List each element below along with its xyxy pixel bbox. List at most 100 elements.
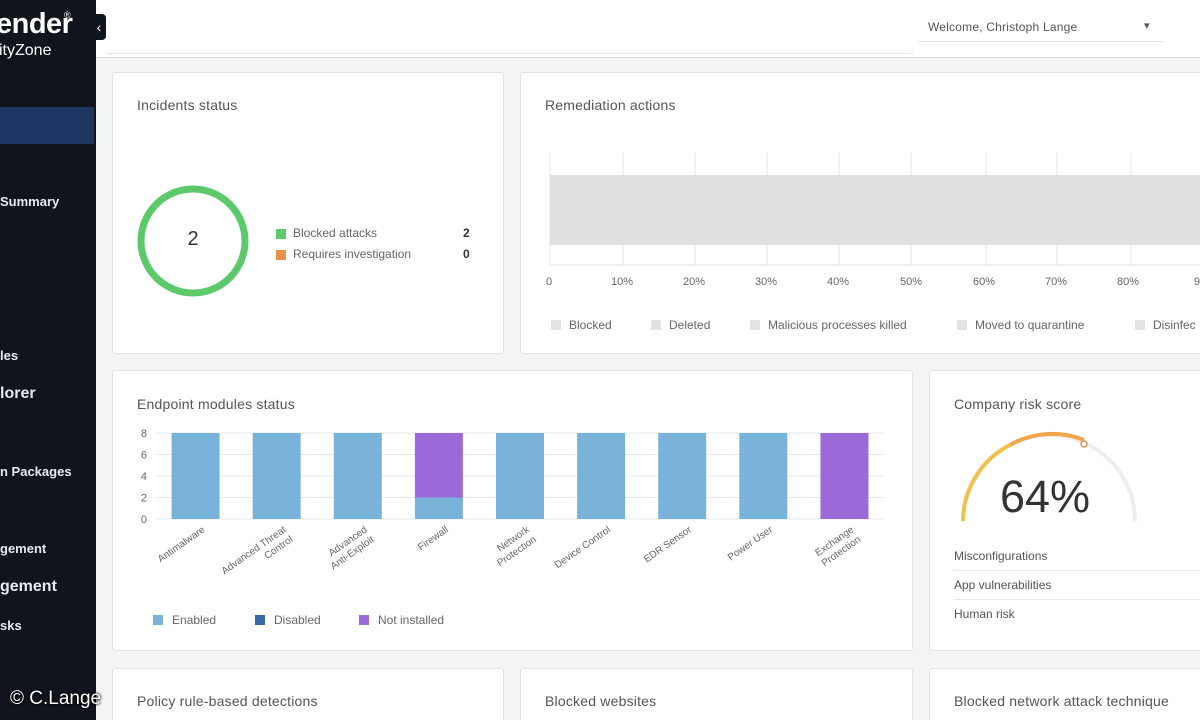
bar-enabled (739, 433, 788, 519)
legend-swatch (359, 615, 369, 625)
incidents-status-card: Incidents status 2 Blocked attacks 2 Req… (112, 72, 504, 354)
y-tick-label: 8 (141, 428, 147, 440)
card-title: Endpoint modules status (137, 396, 295, 412)
bar-enabled (333, 433, 382, 519)
x-tick-label: 10% (610, 276, 634, 288)
legend-swatch (551, 320, 561, 330)
chevron-down-icon[interactable]: ▾ (1144, 20, 1150, 32)
logo-registered-mark: ® (64, 10, 71, 20)
legend-disinfected: Disinfec (1153, 318, 1196, 332)
sidebar-item-management-1[interactable]: gement (0, 541, 47, 556)
risk-gauge (961, 431, 1137, 522)
card-title: Remediation actions (545, 97, 676, 113)
copyright-watermark: © C.Lange (10, 688, 102, 709)
legend-swatch (255, 615, 265, 625)
card-title: Incidents status (137, 97, 238, 113)
gauge-marker (1080, 440, 1088, 448)
risk-row-human-risk[interactable]: Human risk (954, 607, 1015, 621)
x-tick-label: 70% (1044, 276, 1068, 288)
header-search-area (104, 0, 914, 54)
logo-subtitle: ityZone (0, 42, 52, 59)
user-menu[interactable]: Welcome, Christoph Lange ▾ (918, 8, 1164, 42)
x-tick-label: 50% (899, 276, 923, 288)
card-title: Blocked network attack technique (954, 693, 1169, 709)
sidebar: ender ® ityZone Summary les lorer n Pack… (0, 0, 96, 720)
top-header (96, 0, 1200, 58)
x-category-label: AdvancedAnti-Exploit (322, 524, 377, 572)
bar-enabled (496, 433, 544, 519)
policy-detections-card: Policy rule-based detections (112, 668, 504, 720)
sidebar-item-packages[interactable]: n Packages (0, 464, 72, 479)
remediation-chart (549, 153, 1200, 266)
x-category-label: EDR Sensor (642, 524, 694, 565)
x-category-label: Firewall (416, 524, 451, 553)
endpoint-modules-chart: 0 2 4 6 8 Antimalware Advanced ThreatControl Ad… (141, 428, 885, 587)
x-category-label: ExchangeProtection (813, 524, 863, 569)
legend-deleted: Deleted (669, 318, 711, 332)
legend-swatch (153, 615, 163, 625)
sidebar-item-summary[interactable]: Summary (0, 194, 60, 209)
x-category-label: NetworkProtection (489, 524, 540, 569)
y-tick-label: 2 (141, 493, 147, 505)
bar-enabled (414, 497, 463, 519)
x-tick-label: 0 (545, 276, 553, 288)
risk-row-misconfigurations[interactable]: Misconfigurations (954, 542, 1200, 571)
x-tick-label: 40% (826, 276, 850, 288)
legend-swatch (957, 320, 967, 330)
blocked-network-attacks-card: Blocked network attack technique (929, 668, 1200, 720)
x-category-label: Device Control (553, 524, 613, 571)
card-title: Policy rule-based detections (137, 693, 318, 709)
x-tick-label: 30% (754, 276, 778, 288)
welcome-text: Welcome, Christoph Lange (928, 20, 1078, 34)
x-tick-label: 90 (1193, 276, 1200, 288)
bar-enabled (171, 433, 220, 519)
legend-processes-killed: Malicious processes killed (768, 318, 907, 332)
card-title: Blocked websites (545, 693, 657, 709)
sidebar-collapse-button[interactable]: ‹ (92, 14, 106, 40)
bar-not-installed (820, 433, 869, 519)
legend-blocked-attacks: Blocked attacks (293, 226, 378, 240)
legend-enabled: Enabled (172, 613, 217, 627)
bar-enabled (252, 433, 301, 519)
endpoint-modules-card: Endpoint modules status 0 2 4 6 8 Antimalware… (112, 370, 913, 651)
legend-not-installed: Not installed (378, 613, 445, 627)
remediation-empty-bar (550, 175, 1200, 245)
x-category-label: Advanced ThreatControl (220, 524, 296, 587)
logo: ender (0, 8, 73, 40)
legend-swatch (651, 320, 661, 330)
x-tick-label: 20% (682, 276, 706, 288)
sidebar-item-policies[interactable]: les (0, 348, 19, 363)
card-title: Company risk score (954, 396, 1082, 412)
y-tick-label: 6 (141, 450, 147, 462)
requires-investigation-count: 0 (463, 247, 470, 261)
legend-swatch (276, 229, 286, 239)
legend-blocked: Blocked (569, 318, 612, 332)
blocked-attacks-count: 2 (463, 226, 470, 240)
bar-not-installed (414, 433, 463, 498)
remediation-actions-card: Remediation actions 0 10% 20% 30% 40% 50… (520, 72, 1200, 354)
sidebar-item-management-2[interactable]: gement (0, 578, 57, 595)
legend-swatch (1135, 320, 1145, 330)
blocked-websites-card: Blocked websites (520, 668, 913, 720)
legend-swatch (276, 250, 286, 260)
incidents-total: 2 (187, 228, 199, 250)
incidents-donut (137, 185, 249, 297)
legend-swatch (750, 320, 760, 330)
x-tick-label: 80% (1116, 276, 1140, 288)
legend-disabled: Disabled (274, 613, 321, 627)
bar-enabled (577, 433, 626, 519)
risk-row-app-vulnerabilities[interactable]: App vulnerabilities (954, 571, 1200, 600)
x-category-label: Power User (726, 524, 776, 563)
sidebar-item-explorer[interactable]: lorer (0, 385, 36, 402)
bar-enabled (658, 433, 707, 519)
x-tick-label: 60% (972, 276, 996, 288)
company-risk-score-card: Company risk score 64% Misconfigurations… (929, 370, 1200, 651)
risk-score-value: 64% (999, 471, 1091, 522)
y-tick-label: 0 (141, 514, 147, 526)
sidebar-active-item[interactable] (0, 107, 94, 144)
y-tick-label: 4 (141, 471, 147, 483)
sidebar-item-tasks[interactable]: sks (0, 618, 22, 633)
x-category-label: Antimalware (156, 524, 208, 565)
legend-quarantine: Moved to quarantine (975, 318, 1085, 332)
legend-requires-investigation: Requires investigation (293, 247, 412, 261)
